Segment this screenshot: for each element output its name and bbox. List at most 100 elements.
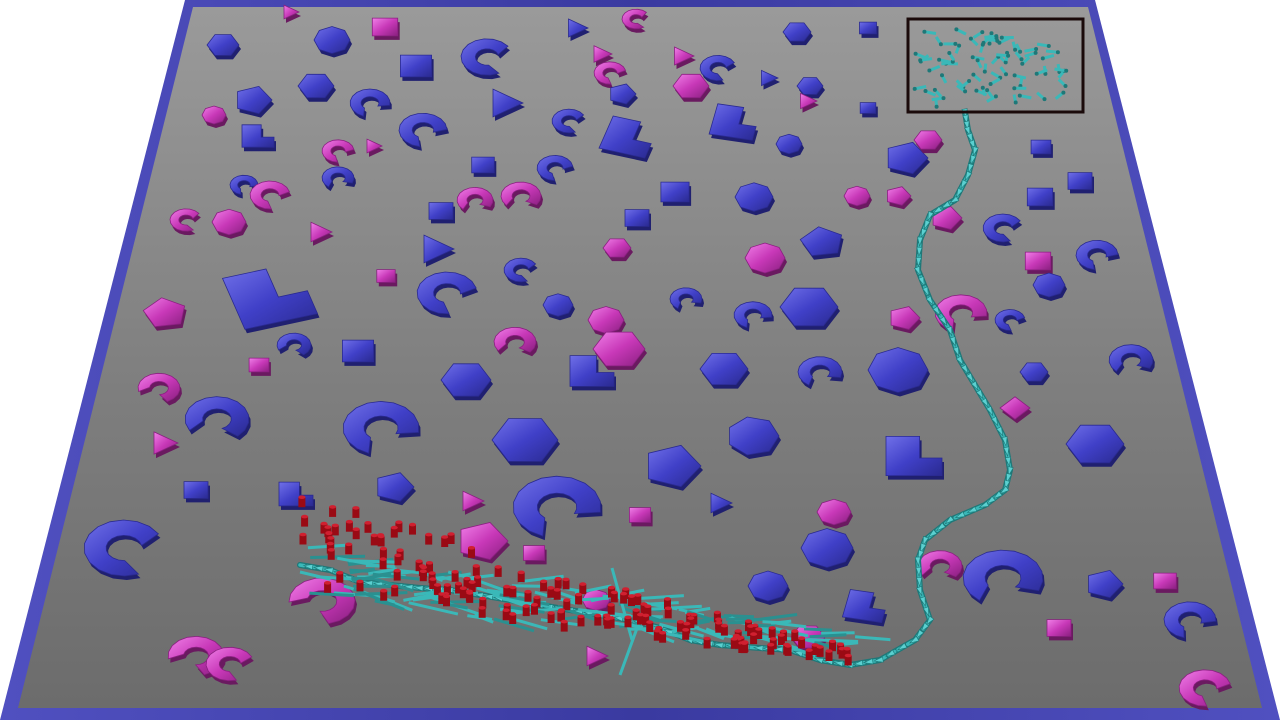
agent-top <box>324 581 332 585</box>
path-arrow <box>964 125 971 137</box>
obstacle-magenta <box>169 208 200 232</box>
agent-top <box>379 546 387 551</box>
agent-top <box>336 570 344 575</box>
path-arrow <box>302 564 314 571</box>
path-arrow <box>932 305 941 317</box>
obstacle-blue <box>699 352 749 386</box>
goal-arrow-head <box>1033 50 1038 55</box>
agent-markers <box>298 495 852 666</box>
obstacle-blue <box>841 589 886 623</box>
obstacle-blue <box>624 209 650 227</box>
obstacle-blue <box>423 234 455 264</box>
path-arrow <box>985 495 996 505</box>
path-arrow <box>852 659 864 666</box>
agent-top <box>466 591 474 595</box>
path-arrow <box>996 426 1004 437</box>
path-arrow <box>916 585 923 597</box>
obstacle-blue <box>648 444 702 488</box>
agent-top <box>390 525 398 530</box>
agent-body <box>379 548 387 559</box>
trail-segment <box>854 635 891 642</box>
obstacle-blue <box>747 570 789 602</box>
agent-top <box>622 587 630 591</box>
agent-body <box>429 579 437 590</box>
agent-top <box>327 548 335 552</box>
goal-arrow-head <box>982 69 987 74</box>
agent-body <box>455 583 463 594</box>
goal-arrow-head <box>1006 53 1011 58</box>
agent-top <box>468 546 475 550</box>
agent-body <box>798 638 806 649</box>
path-arrow <box>970 154 977 166</box>
goal-arrow-head <box>1063 84 1068 88</box>
obstacle-blue <box>710 492 733 514</box>
goal-arrow-head <box>997 40 1002 45</box>
obstacle-blue <box>797 356 843 386</box>
agent-body <box>524 591 532 602</box>
obstacle-blue <box>1030 139 1052 155</box>
agent-top <box>690 612 698 617</box>
agent-top <box>594 613 602 618</box>
path-arrow <box>917 236 924 248</box>
agent-top <box>798 636 806 640</box>
agent-top <box>524 589 532 594</box>
path-arrow <box>968 162 975 174</box>
trail-segment <box>694 626 725 640</box>
agent-body <box>441 537 449 547</box>
path-arrow <box>412 585 424 592</box>
obstacle-blue <box>440 363 492 397</box>
agent-body <box>730 638 738 649</box>
agent-top <box>509 612 517 616</box>
obstacle-magenta <box>890 306 921 330</box>
obstacle-magenta <box>500 181 542 207</box>
agent-body <box>472 565 480 576</box>
agent-body <box>637 614 644 625</box>
goal-arrow-head <box>957 43 962 48</box>
obstacle-blue <box>610 83 637 105</box>
agent-top <box>325 531 333 536</box>
obstacle-blue <box>887 141 929 175</box>
obstacle-blue <box>729 416 780 456</box>
obstacle-blue <box>1163 601 1217 639</box>
goal-arrow-head <box>980 30 985 35</box>
agent-body <box>379 559 387 570</box>
agent-body <box>659 632 667 643</box>
agent-top <box>443 583 451 587</box>
goal-arrow-head <box>1046 44 1051 48</box>
obstacle-blue <box>885 435 943 477</box>
agent-top <box>720 623 728 628</box>
obstacle-blue <box>551 108 585 134</box>
obstacle-blue <box>982 213 1021 243</box>
path-arrow <box>970 380 979 391</box>
obstacle-magenta <box>593 45 613 63</box>
agent-body <box>768 627 776 638</box>
agent-top <box>642 613 650 618</box>
agent-body <box>478 607 486 618</box>
agent-body <box>791 631 799 642</box>
agent-body <box>825 651 833 661</box>
agent-top <box>655 626 663 630</box>
obstacle-blue <box>206 34 240 56</box>
agent-top <box>780 629 787 633</box>
agent-top <box>579 582 587 586</box>
agent-top <box>664 597 671 601</box>
agent-body <box>604 618 612 629</box>
goal-arrow-head <box>967 79 972 83</box>
agent-top <box>540 579 548 584</box>
obstacle-magenta <box>137 372 181 402</box>
obstacle-magenta <box>493 326 537 353</box>
obstacle-blue <box>321 166 355 188</box>
agent-body <box>740 643 748 654</box>
trail-segment <box>762 620 787 625</box>
agent-body <box>433 584 441 595</box>
path-arrow <box>955 355 964 366</box>
agent-top <box>433 583 441 587</box>
obstacle-magenta <box>321 139 355 163</box>
path-arrow <box>978 500 990 508</box>
goal-arrow-head <box>1034 47 1039 51</box>
path-arrow <box>954 511 966 519</box>
agent-top <box>747 624 755 628</box>
obstacle-blue <box>503 257 537 283</box>
path-arrow <box>713 642 724 649</box>
obstacle-blue <box>84 519 160 577</box>
